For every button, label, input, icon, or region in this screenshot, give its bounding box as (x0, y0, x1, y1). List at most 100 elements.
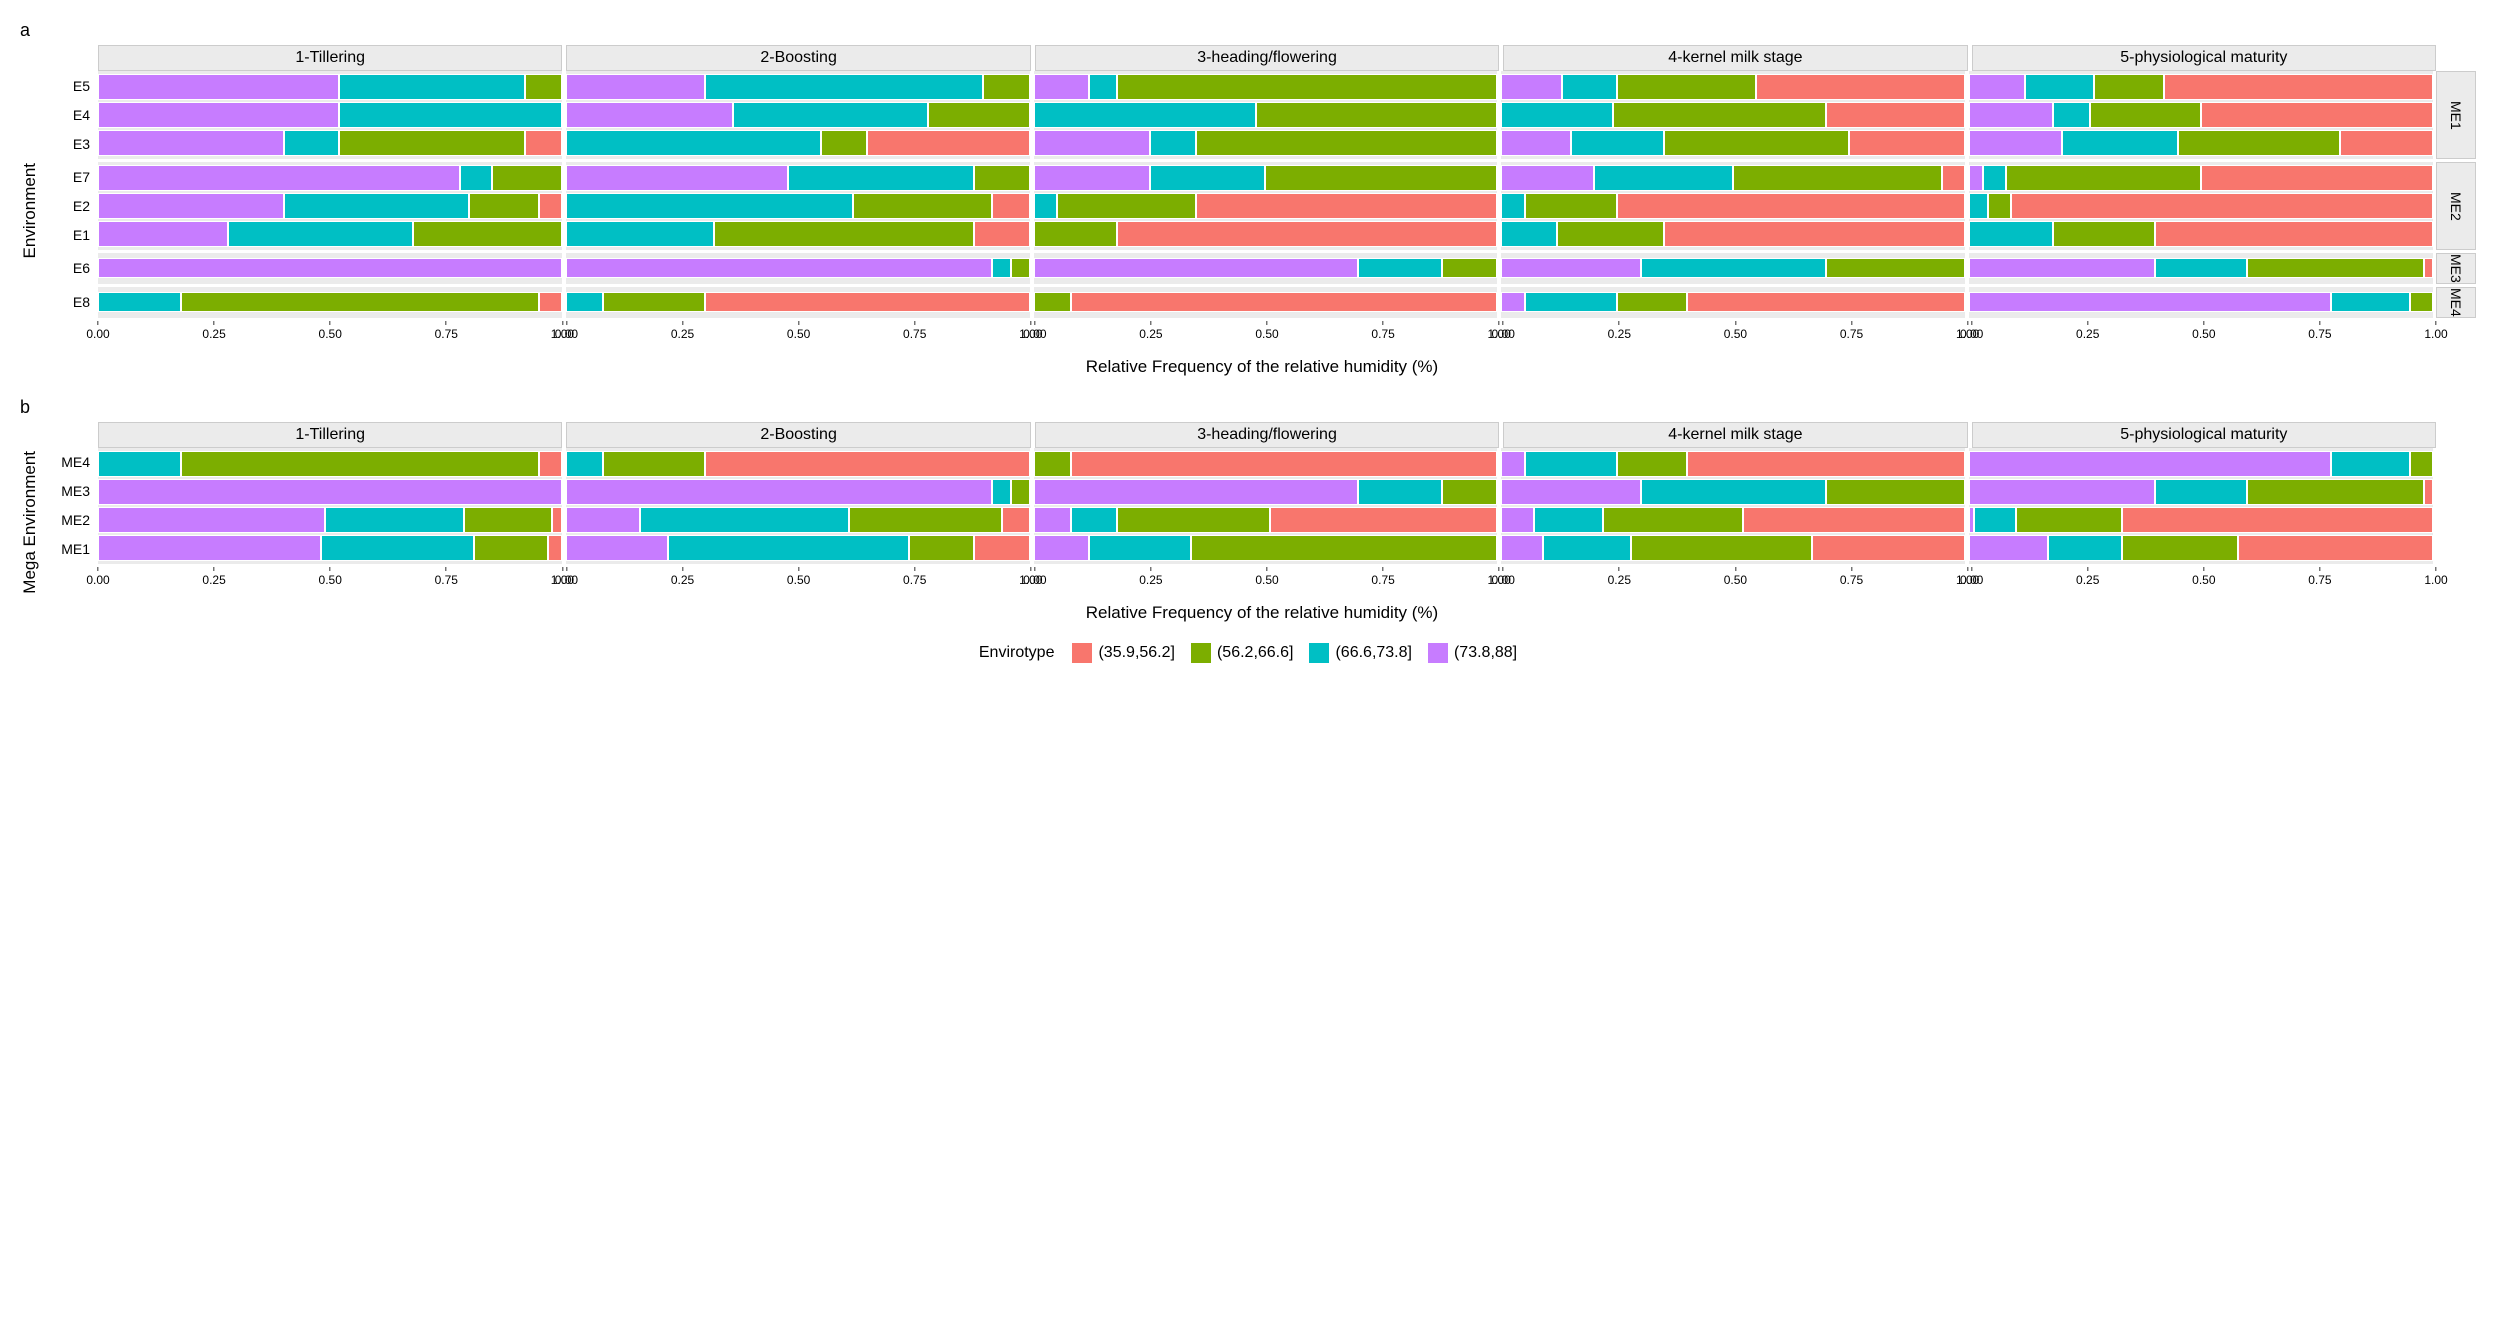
x-tick: 0.50 (319, 321, 342, 341)
bar-segment (1525, 451, 1618, 477)
x-tick: 0.25 (1139, 321, 1162, 341)
bar-segment (992, 193, 1029, 219)
stacked-bar (566, 479, 1030, 505)
bar-segment (2053, 221, 2155, 247)
stacked-bar (1969, 221, 2433, 247)
bar-segment (1617, 292, 1687, 312)
bar-segment (1034, 258, 1359, 278)
bar-segment (98, 258, 562, 278)
facet-row-group: E7E2E1ME2 (48, 162, 2476, 250)
x-tick: 0.75 (1840, 321, 1863, 341)
bar-segment (566, 258, 993, 278)
facet-row-group: E5E4E3ME1 (48, 71, 2476, 159)
x-tick: 0.25 (1608, 321, 1631, 341)
bar-segment (1594, 165, 1733, 191)
bar-segment (1969, 451, 2331, 477)
bar-segment (1969, 130, 2062, 156)
bar-segment (2048, 535, 2122, 561)
bar-segment (1969, 535, 2048, 561)
legend-title: Envirotype (979, 644, 1055, 662)
bar-segment (1150, 165, 1266, 191)
stacked-bar (566, 102, 1030, 128)
facet-cell (1034, 448, 1498, 564)
bar-segment (181, 451, 538, 477)
stacked-bar (1501, 507, 1965, 533)
stacked-bar (98, 221, 562, 247)
bar-segment (2247, 479, 2423, 505)
stacked-bar (566, 165, 1030, 191)
x-tick: 0.75 (2308, 321, 2331, 341)
bar-segment (474, 535, 548, 561)
bar-segment (98, 221, 228, 247)
y-label: ME1 (48, 541, 98, 557)
bar-segment (566, 165, 789, 191)
legend-item: (73.8,88] (1428, 643, 1517, 663)
bar-segment (1034, 507, 1071, 533)
bar-segment (1034, 535, 1090, 561)
x-tick: 0.75 (1840, 567, 1863, 587)
figure-root: a Environment 1-Tillering2-Boosting3-hea… (20, 20, 2476, 663)
bar-segment (566, 102, 733, 128)
bar-segment (492, 165, 562, 191)
stacked-bar (1501, 74, 1965, 100)
stacked-bar (1034, 292, 1498, 312)
bar-segment (1034, 102, 1257, 128)
facet-cell (1501, 71, 1965, 159)
x-axis-cell: 0.000.250.500.751.00 (1035, 321, 1499, 355)
bar-segment (2424, 258, 2433, 278)
bar-segment (1988, 193, 2011, 219)
x-axis-title-b: Relative Frequency of the relative humid… (48, 603, 2476, 623)
y-labels-col: E6 (48, 253, 98, 284)
stacked-bar (98, 451, 562, 477)
bar-segment (705, 74, 983, 100)
bar-segment (566, 221, 714, 247)
bar-segment (909, 535, 974, 561)
bar-segment (1969, 221, 2052, 247)
bar-segment (1501, 258, 1640, 278)
bar-segment (1071, 292, 1498, 312)
bar-segment (98, 451, 181, 477)
stacked-bar (1034, 102, 1498, 128)
bar-segment (566, 507, 640, 533)
stacked-bar (1501, 479, 1965, 505)
bar-segment (98, 130, 284, 156)
bar-segment (1089, 74, 1117, 100)
bar-segment (1687, 451, 1965, 477)
bar-segment (539, 292, 562, 312)
x-tick: 0.00 (1492, 567, 1515, 587)
bar-segment (992, 258, 1011, 278)
bar-segment (867, 130, 1029, 156)
bar-segment (1826, 258, 1965, 278)
facet-cell (566, 71, 1030, 159)
bar-segment (1664, 221, 1965, 247)
bar-segment (1501, 451, 1524, 477)
y-label: E3 (48, 136, 98, 152)
x-tick: 0.25 (202, 321, 225, 341)
bar-segment (2016, 507, 2123, 533)
stacked-bar (566, 535, 1030, 561)
bar-segment (339, 102, 562, 128)
x-tick: 0.00 (555, 567, 578, 587)
stacked-bar (566, 507, 1030, 533)
bar-segment (1733, 165, 1942, 191)
row-strip: ME1 (2436, 71, 2476, 159)
stacked-bar (1034, 74, 1498, 100)
facet-cell (1969, 71, 2433, 159)
x-tick: 0.50 (787, 321, 810, 341)
bar-segment (566, 535, 668, 561)
bar-segment (1256, 102, 1497, 128)
stacked-bar (1034, 507, 1498, 533)
bar-segment (1358, 479, 1441, 505)
x-tick: 0.75 (2308, 567, 2331, 587)
bar-segment (705, 451, 1030, 477)
bar-segment (2340, 130, 2433, 156)
bar-segment (413, 221, 561, 247)
legend-label: (73.8,88] (1454, 644, 1517, 662)
bar-segment (1812, 535, 1965, 561)
x-tick: 0.00 (86, 567, 109, 587)
stacked-bar (1969, 193, 2433, 219)
x-axis-title-a: Relative Frequency of the relative humid… (48, 357, 2476, 377)
stacked-bar (1501, 535, 1965, 561)
stacked-bar (566, 221, 1030, 247)
bar-segment (2238, 535, 2433, 561)
